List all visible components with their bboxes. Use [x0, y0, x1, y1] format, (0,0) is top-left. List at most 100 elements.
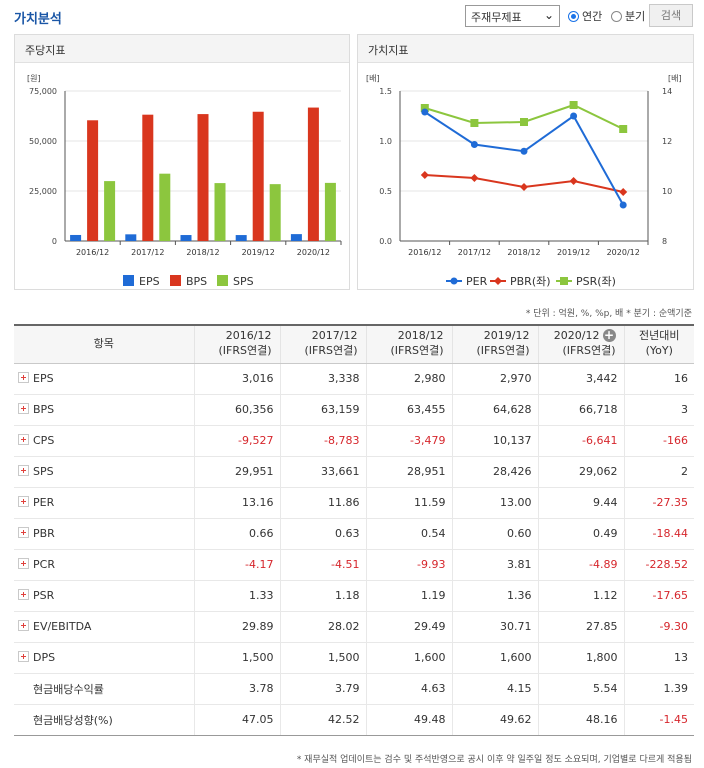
- value-cell: 63,455: [365, 394, 452, 426]
- point-psr: [420, 104, 429, 112]
- value-cell: 60,356: [193, 394, 280, 426]
- value-cell: 1.33: [193, 580, 280, 612]
- value-cell: 63,159: [279, 394, 366, 426]
- value-cell: -4.51: [279, 549, 366, 581]
- row-label-cell[interactable]: PBR: [14, 518, 194, 550]
- expand-plus-icon[interactable]: [18, 496, 29, 507]
- value-cell: 13.00: [451, 487, 538, 519]
- x-tick-label: 2018/12: [186, 248, 219, 257]
- y-left-tick-label: 1.5: [379, 87, 392, 96]
- value-cell: 28.02: [279, 611, 366, 643]
- bar-eps: [180, 235, 192, 241]
- row-label-cell[interactable]: PCR: [14, 549, 194, 581]
- point-psr: [619, 125, 628, 133]
- chevron-down-icon: ⌄: [543, 8, 554, 22]
- row-label-cell[interactable]: EV/EBITDA: [14, 611, 194, 643]
- x-tick-label: 2020/12: [607, 248, 640, 257]
- legend-swatch-sps: [217, 275, 228, 286]
- expand-plus-icon[interactable]: [18, 465, 29, 476]
- value-cell: -4.89: [537, 549, 624, 581]
- value-cell: 3.81: [451, 549, 538, 581]
- value-cell: 30.71: [451, 611, 538, 643]
- value-cell: 2,970: [451, 363, 538, 395]
- expand-plus-icon[interactable]: [18, 527, 29, 538]
- value-cell: -17.65: [623, 580, 694, 612]
- bar-sps: [269, 184, 281, 241]
- value-cell: -9.30: [623, 611, 694, 643]
- value-cell: 11.59: [365, 487, 452, 519]
- value-cell: 49.48: [365, 704, 452, 736]
- table-row: EV/EBITDA 29.89 28.02 29.49 30.71 27.85 -9.30: [14, 611, 694, 643]
- row-label-cell[interactable]: DPS: [14, 642, 194, 674]
- value-cell: 0.54: [365, 518, 452, 550]
- statement-type-select[interactable]: 주재무제표 ⌄: [465, 5, 560, 27]
- expand-plus-icon[interactable]: [18, 558, 29, 569]
- value-cell: 42.52: [279, 704, 366, 736]
- point-pbr: [569, 177, 578, 185]
- value-cell: 47.05: [193, 704, 280, 736]
- value-cell: -228.52: [623, 549, 694, 581]
- expand-columns-icon[interactable]: +: [602, 328, 616, 343]
- value-cell: 3,016: [193, 363, 280, 395]
- value-cell: 1,600: [451, 642, 538, 674]
- y-left-unit-label: [배]: [366, 74, 380, 83]
- value-cell: 1.18: [279, 580, 366, 612]
- value-cell: -18.44: [623, 518, 694, 550]
- row-label: CPS: [33, 434, 55, 447]
- point-psr: [520, 118, 528, 126]
- header-2020: 2020/12 + (IFRS연결): [537, 324, 624, 364]
- value-cell: 48.16: [537, 704, 624, 736]
- radio-quarter-label: 분기: [625, 10, 646, 23]
- row-label: DPS: [33, 651, 56, 664]
- value-cell: -4.17: [193, 549, 280, 581]
- expand-plus-icon[interactable]: [18, 651, 29, 662]
- point-per: [619, 201, 627, 209]
- value-cell: 1.36: [451, 580, 538, 612]
- x-tick-label: 2019/12: [557, 248, 590, 257]
- expand-plus-icon[interactable]: [18, 434, 29, 445]
- value-cell: 0.66: [193, 518, 280, 550]
- statement-type-value: 주재무제표: [471, 11, 522, 24]
- bar-sps: [104, 181, 116, 241]
- value-cell: 13: [623, 642, 694, 674]
- value-cell: 2,980: [365, 363, 452, 395]
- value-cell: 0.49: [537, 518, 624, 550]
- radio-quarter[interactable]: 분기: [611, 8, 645, 24]
- row-label-cell[interactable]: PSR: [14, 580, 194, 612]
- y-left-tick-label: 0.0: [379, 237, 392, 246]
- y-tick-label: 75,000: [29, 87, 57, 96]
- row-label: EPS: [33, 372, 54, 385]
- expand-plus-icon[interactable]: [18, 620, 29, 631]
- valuation-panel-title: 가치지표: [358, 35, 693, 63]
- value-cell: 1,500: [279, 642, 366, 674]
- search-button[interactable]: 검색: [649, 4, 693, 27]
- value-cell: -9.93: [365, 549, 452, 581]
- row-label-cell[interactable]: PER: [14, 487, 194, 519]
- table-row: PCR -4.17 -4.51 -9.93 3.81 -4.89 -228.52: [14, 549, 694, 581]
- value-cell: 64,628: [451, 394, 538, 426]
- row-label: SPS: [33, 465, 54, 478]
- bar-sps: [214, 183, 226, 241]
- value-cell: 1.39: [623, 673, 694, 705]
- expand-plus-icon[interactable]: [18, 403, 29, 414]
- value-cell: 3.79: [279, 673, 366, 705]
- value-cell: 3: [623, 394, 694, 426]
- legend-label-pbr: PBR(좌): [510, 275, 551, 288]
- value-cell: 29.49: [365, 611, 452, 643]
- row-label-cell[interactable]: EPS: [14, 363, 194, 395]
- radio-annual[interactable]: 연간: [568, 8, 602, 24]
- value-cell: -6,641: [537, 425, 624, 457]
- row-label-cell[interactable]: CPS: [14, 425, 194, 457]
- page-title: 가치분석: [14, 12, 62, 27]
- table-row: EPS 3,016 3,338 2,980 2,970 3,442 16: [14, 363, 694, 395]
- value-cell: 1.19: [365, 580, 452, 612]
- value-cell: 9.44: [537, 487, 624, 519]
- expand-plus-icon[interactable]: [18, 372, 29, 383]
- expand-plus-icon[interactable]: [18, 589, 29, 600]
- value-cell: 49.62: [451, 704, 538, 736]
- row-label-cell[interactable]: SPS: [14, 456, 194, 488]
- valuation-table: 항목 2016/12 (IFRS연결) 2017/12 (IFRS연결) 2018/…: [14, 324, 694, 736]
- value-cell: -1.45: [623, 704, 694, 736]
- point-pbr: [470, 174, 479, 182]
- row-label-cell[interactable]: BPS: [14, 394, 194, 426]
